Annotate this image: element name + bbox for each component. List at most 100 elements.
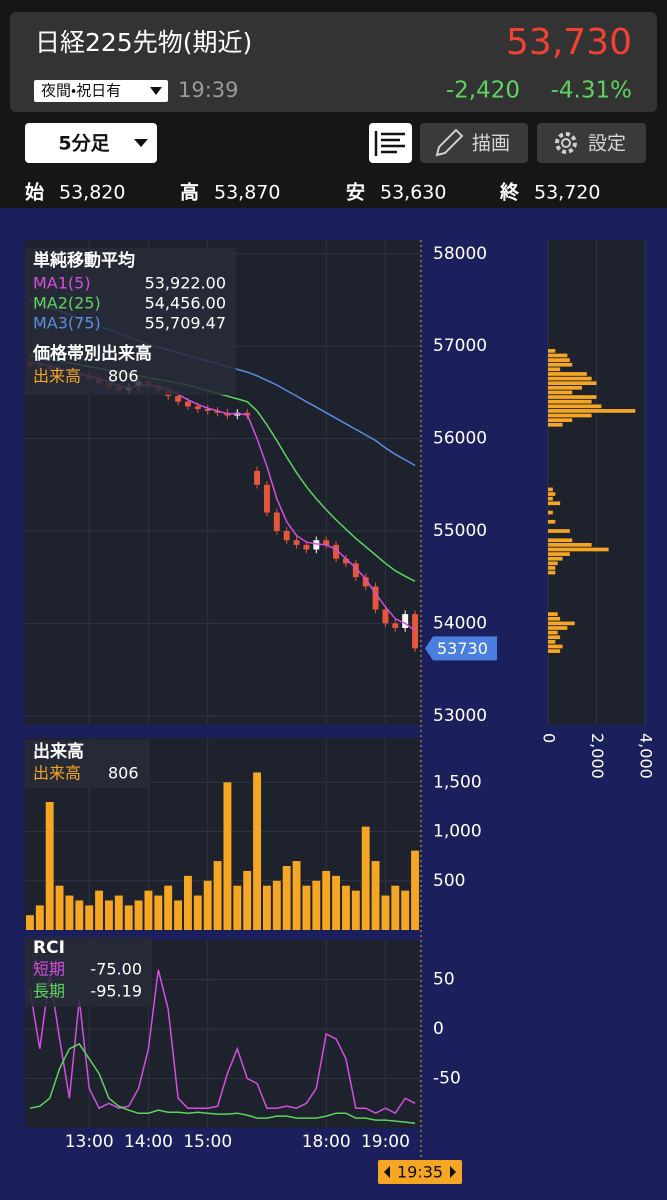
cursor-left (384, 1166, 390, 1178)
candle-body (175, 396, 182, 402)
ohlc-value: 53,820 (59, 182, 125, 204)
ohlc-value: 53,720 (534, 182, 600, 204)
volume-bar (85, 905, 94, 930)
rci-line (29, 969, 416, 1115)
candle-body (303, 544, 310, 550)
profile-bar (548, 385, 582, 390)
profile-bar (548, 556, 563, 561)
interval-select[interactable] (25, 123, 157, 163)
candle-body (323, 540, 330, 545)
y-tick-label: 56000 (433, 429, 487, 449)
volume-bar (174, 900, 183, 930)
x-tick-label: 14:00 (124, 1132, 173, 1152)
ohlc-value: 53,870 (214, 182, 280, 204)
candle-body (273, 512, 280, 531)
volume-bar (134, 900, 143, 930)
profile-bar (548, 612, 558, 616)
price-change: -2,420 (446, 78, 520, 104)
profile-bar (548, 616, 561, 621)
legend-name: MA3(75) (33, 314, 101, 333)
draw-label: 描画 (472, 133, 510, 155)
volume-bar (243, 870, 252, 930)
volume-bar (183, 875, 192, 930)
instrument-title: 日経225先物(期近) (35, 28, 252, 57)
y-tick-label: 53000 (433, 706, 487, 726)
volume-bar (124, 905, 133, 930)
volume-bar (391, 885, 400, 930)
candle-body (372, 586, 379, 610)
candle-body (293, 540, 300, 545)
legend-icon (374, 131, 405, 156)
legend-value: 54,456.00 (145, 294, 226, 313)
legend-box (25, 937, 152, 1007)
profile-bar (548, 409, 636, 413)
volume-bar (381, 895, 390, 930)
volume-bar (35, 905, 44, 930)
profile-bar (548, 501, 561, 506)
volume-bar (322, 870, 331, 930)
legend-title: 価格帯別出来高 (32, 343, 152, 364)
volume-bar (262, 885, 271, 930)
interval-caret (134, 139, 148, 147)
volume-bar (253, 772, 262, 930)
draw-button[interactable] (420, 123, 528, 163)
candle-body (194, 406, 201, 410)
volume-bar (332, 875, 341, 930)
volume-bar (302, 885, 311, 930)
y-tick-label: 500 (433, 871, 465, 891)
profile-bar (548, 496, 553, 501)
volume-bar (361, 826, 370, 930)
legend-value: -95.19 (90, 982, 142, 1001)
profile-bar (548, 561, 558, 566)
volume-bar (114, 895, 123, 930)
y-tick-label: 50 (433, 970, 455, 990)
profile-bar (548, 358, 570, 362)
y-tick-label: 54000 (433, 613, 487, 633)
candle-body (254, 470, 261, 485)
profile-bar (548, 376, 592, 381)
y-tick-label: 1,500 (433, 772, 482, 792)
volume-bar (154, 895, 163, 930)
last-price-label: 53730 (437, 639, 488, 658)
legend-title: 単純移動平均 (33, 250, 135, 271)
header-card (10, 12, 657, 112)
profile-bar (548, 413, 592, 418)
cursor-right (450, 1166, 456, 1178)
candle-body (204, 409, 211, 411)
volume-bar (193, 895, 202, 930)
ohlc-label: 始 (25, 181, 44, 204)
volume-bar (282, 866, 291, 930)
x-tick-label: 19:00 (361, 1132, 410, 1152)
ohlc-label: 安 (346, 182, 365, 204)
legend-value: 806 (108, 367, 139, 386)
y-tick-label: 57000 (433, 336, 487, 356)
volume-bar (411, 850, 420, 930)
cursor-label: 19:35 (397, 1163, 443, 1182)
y-tick-label: -50 (433, 1069, 461, 1089)
session-label: 夜間・祝日有 (41, 82, 121, 100)
legend-name: 出来高 (33, 367, 81, 386)
profile-bar (548, 492, 556, 496)
settings-label: 設定 (588, 133, 626, 155)
profile-bar (548, 626, 568, 630)
profile-bar (548, 381, 597, 386)
profile-bar (548, 519, 556, 524)
candle-body (214, 410, 221, 413)
legend-value: -75.00 (90, 960, 142, 979)
volume-bar (65, 895, 74, 930)
session-caret (150, 87, 162, 95)
profile-bar (548, 422, 563, 427)
candle-body (412, 614, 419, 649)
legend-value: 55,709.47 (145, 314, 226, 333)
x-tick-label: 4,000 (637, 733, 656, 779)
profile-bar (548, 395, 597, 399)
volume-bar (371, 861, 380, 930)
session-select[interactable] (34, 80, 168, 102)
profile-bar (548, 630, 558, 635)
ohlc-label: 終 (499, 181, 520, 204)
y-tick-label: 1,000 (433, 822, 482, 842)
ohlc-label: 高 (180, 181, 199, 204)
candle-body (283, 531, 290, 541)
volume-bar (213, 861, 222, 930)
